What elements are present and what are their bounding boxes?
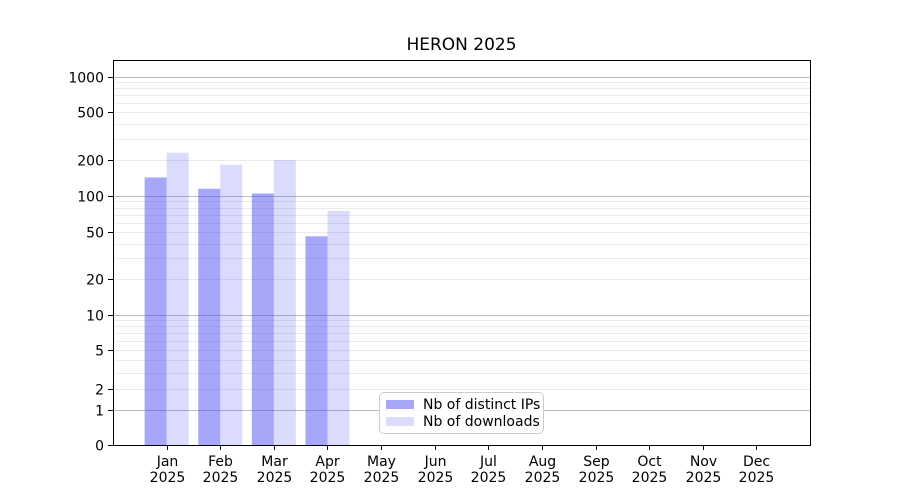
x-tick-label-month: Sep — [583, 454, 610, 470]
bar-downloads-feb — [220, 164, 243, 445]
x-tick-label-month: Jul — [479, 454, 497, 470]
y-tick-label: 20 — [86, 273, 104, 289]
legend: Nb of distinct IPs Nb of downloads — [379, 392, 544, 434]
legend-swatch-distinct-ips — [386, 400, 414, 409]
y-tick-label: 0 — [95, 439, 104, 455]
plot-spines — [113, 60, 811, 446]
x-tick-label-month: May — [367, 454, 396, 470]
x-tick-label-year: 2025 — [525, 470, 561, 486]
y-tick-label: 5 — [95, 344, 104, 360]
bar-distinct-ips-feb — [198, 188, 221, 445]
x-tick-label-month: Mar — [261, 454, 288, 470]
bar-downloads-mar — [273, 160, 296, 446]
bar-distinct-ips-jan — [144, 177, 167, 446]
legend-swatch-downloads — [386, 417, 414, 426]
legend-item-downloads: Nb of downloads — [386, 413, 540, 430]
y-tick-label: 200 — [77, 154, 104, 170]
x-tick-label-year: 2025 — [203, 470, 239, 486]
x-tick-label-year: 2025 — [364, 470, 400, 486]
x-tick-label-year: 2025 — [739, 470, 775, 486]
x-tick-label-year: 2025 — [632, 470, 668, 486]
x-tick-label-year: 2025 — [257, 470, 293, 486]
x-tick-label-month: Feb — [208, 454, 233, 470]
x-tick-label-month: Aug — [529, 454, 556, 470]
bar-distinct-ips-apr — [305, 236, 328, 445]
legend-label-downloads: Nb of downloads — [423, 413, 540, 430]
y-tick-label: 50 — [86, 226, 104, 242]
chart-title: HERON 2025 — [406, 35, 517, 55]
y-tick-label: 1 — [95, 404, 104, 420]
x-tick-label-month: Jun — [424, 454, 447, 470]
y-tick-label: 500 — [77, 106, 104, 122]
legend-item-distinct-ips: Nb of distinct IPs — [386, 396, 540, 413]
legend-label-distinct-ips: Nb of distinct IPs — [423, 396, 541, 413]
x-tick-label-year: 2025 — [471, 470, 507, 486]
x-tick-label-year: 2025 — [150, 470, 186, 486]
bar-downloads-jan — [166, 152, 189, 445]
x-tick-label-year: 2025 — [579, 470, 615, 486]
y-tick-label: 10 — [86, 309, 104, 325]
y-tick-label: 100 — [77, 190, 104, 206]
x-tick-label-month: Jan — [156, 454, 179, 470]
y-tick-label: 2 — [95, 383, 104, 399]
x-tick-label-month: Nov — [690, 454, 717, 470]
x-tick-label-year: 2025 — [418, 470, 454, 486]
y-tick-label: 1000 — [68, 71, 104, 87]
bar-distinct-ips-mar — [251, 193, 274, 445]
x-tick-label-month: Oct — [637, 454, 662, 470]
x-tick-label-year: 2025 — [686, 470, 722, 486]
x-tick-label-month: Dec — [743, 454, 770, 470]
x-tick-label-month: Apr — [315, 454, 339, 470]
bar-downloads-apr — [327, 210, 350, 445]
x-tick-label-year: 2025 — [310, 470, 346, 486]
